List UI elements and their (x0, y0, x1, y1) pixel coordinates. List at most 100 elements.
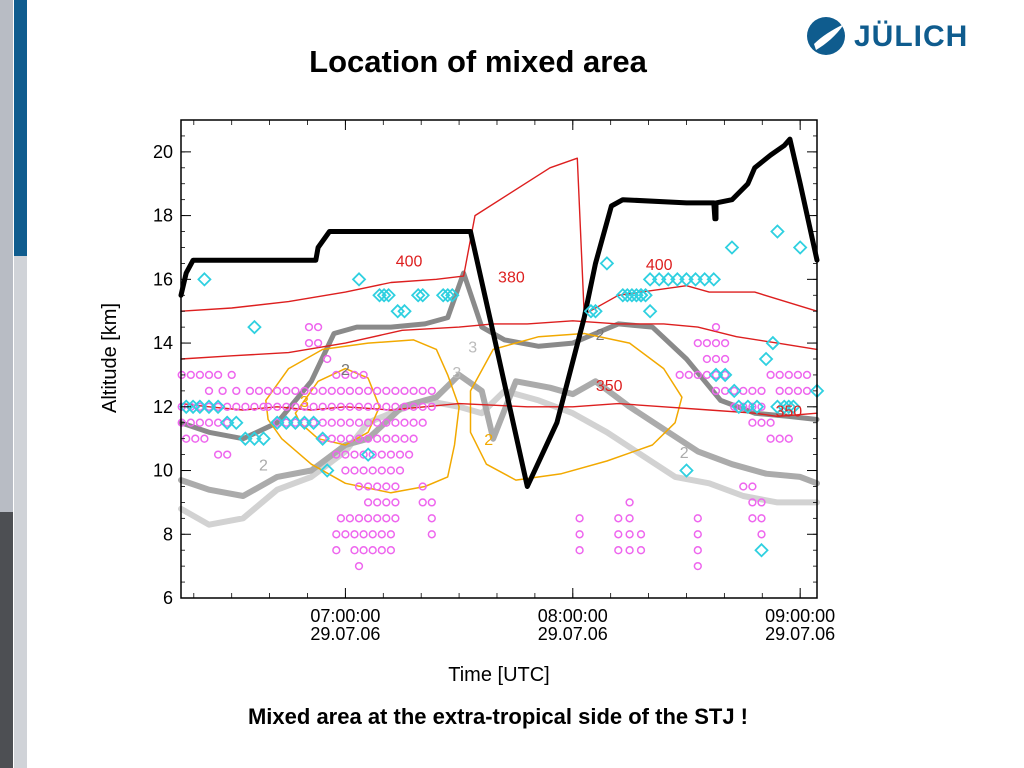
data-point-circle (350, 466, 359, 475)
sidebar-block-blue (14, 0, 27, 256)
data-point-circle (720, 338, 730, 348)
series-line-pv-contour-8 (469, 332, 683, 481)
data-point-circle (693, 514, 702, 523)
data-point-circle (757, 530, 766, 539)
data-point-circle (802, 370, 812, 380)
data-point-diamond (717, 367, 733, 383)
data-point-circle (409, 434, 418, 443)
data-point-circle (757, 418, 766, 427)
data-point-circle (373, 482, 382, 491)
data-point-diamond (397, 303, 412, 319)
data-point-diamond (770, 224, 785, 239)
data-point-diamond (351, 272, 367, 287)
data-point-circle (636, 530, 646, 539)
data-point-circle (400, 402, 409, 411)
x-tick-label-date: 29.07.06 (765, 624, 835, 644)
data-point-diamond (638, 287, 653, 303)
data-point-circle (802, 386, 812, 396)
data-point-circle (391, 402, 400, 411)
data-point-circle (427, 530, 436, 539)
data-point-circle (625, 498, 634, 507)
data-point-circle (259, 402, 268, 411)
data-point-diamond (765, 335, 781, 351)
series-line-flight-0 (178, 136, 820, 489)
data-point-circle (427, 498, 436, 507)
data-point-circle (739, 482, 748, 491)
contour-label: 3 (468, 340, 477, 357)
data-point-circle (336, 402, 346, 411)
data-point-circle (341, 450, 350, 459)
series-line-pv-contour-9 (294, 367, 381, 446)
data-point-circle (318, 386, 327, 396)
data-point-circle (341, 530, 350, 539)
data-point-diamond (247, 319, 262, 335)
data-point-circle (291, 386, 300, 396)
data-point-circle (575, 546, 584, 555)
data-point-diamond (228, 415, 244, 431)
data-point-diamond (210, 399, 226, 415)
data-point-circle (332, 546, 341, 555)
data-point-diamond (706, 272, 722, 287)
data-point-circle (391, 482, 400, 491)
contour-label: 380 (498, 270, 525, 287)
y-tick-label: 8 (163, 524, 173, 544)
data-point-circle (400, 434, 409, 443)
data-point-circle (318, 434, 327, 443)
data-point-circle (391, 386, 400, 396)
data-point-circle (313, 338, 323, 348)
data-point-circle (245, 386, 255, 396)
data-point-circle (386, 450, 396, 459)
data-point-diamond (360, 447, 376, 462)
data-point-circle (354, 386, 364, 396)
data-point-diamond (376, 287, 392, 303)
data-point-circle (775, 386, 784, 396)
contour-label: 3 (300, 394, 309, 411)
data-point-circle (418, 418, 427, 427)
data-point-diamond (444, 287, 460, 303)
data-point-diamond (786, 399, 801, 415)
contour-label: 2 (259, 458, 268, 475)
y-axis-label: Altitude [km] (99, 303, 121, 413)
data-point-circle (775, 434, 784, 443)
y-tick-label: 16 (153, 269, 173, 289)
data-point-circle (373, 434, 382, 443)
data-point-circle (327, 418, 336, 427)
data-point-circle (363, 498, 373, 507)
data-point-circle (213, 450, 223, 459)
data-point-circle (373, 418, 382, 427)
data-point-diamond (781, 399, 797, 415)
data-point-circle (350, 530, 359, 539)
data-point-diamond (749, 399, 765, 415)
data-point-circle (625, 530, 634, 539)
data-point-diamond (319, 463, 335, 478)
data-point-circle (377, 546, 386, 555)
data-point-circle (354, 514, 364, 523)
data-point-circle (232, 402, 241, 411)
data-point-circle (409, 402, 418, 411)
data-point-diamond (410, 287, 426, 303)
data-point-circle (784, 434, 793, 443)
data-point-circle (327, 386, 336, 396)
data-point-circle (368, 466, 377, 475)
data-point-circle (191, 434, 200, 443)
data-point-circle (241, 402, 250, 411)
data-point-circle (300, 402, 309, 411)
data-point-circle (377, 450, 386, 459)
data-point-diamond (792, 240, 808, 255)
data-point-circle (377, 466, 386, 475)
data-point-circle (223, 450, 232, 459)
data-point-diamond (726, 383, 742, 399)
x-tick-label-date: 29.07.06 (310, 624, 380, 644)
data-point-circle (354, 418, 364, 427)
contour-label: 3 (452, 365, 461, 382)
contour-label: 400 (396, 254, 423, 271)
series-line-gray-light-3 (178, 387, 820, 528)
data-point-circle (775, 370, 784, 380)
data-point-circle (739, 402, 748, 411)
data-point-circle (363, 418, 373, 427)
data-point-circle (273, 402, 282, 411)
data-point-circle (195, 370, 205, 380)
data-point-circle (341, 466, 350, 475)
series-line-pv-contour-7 (265, 339, 460, 494)
contour-label: 2 (680, 445, 689, 462)
